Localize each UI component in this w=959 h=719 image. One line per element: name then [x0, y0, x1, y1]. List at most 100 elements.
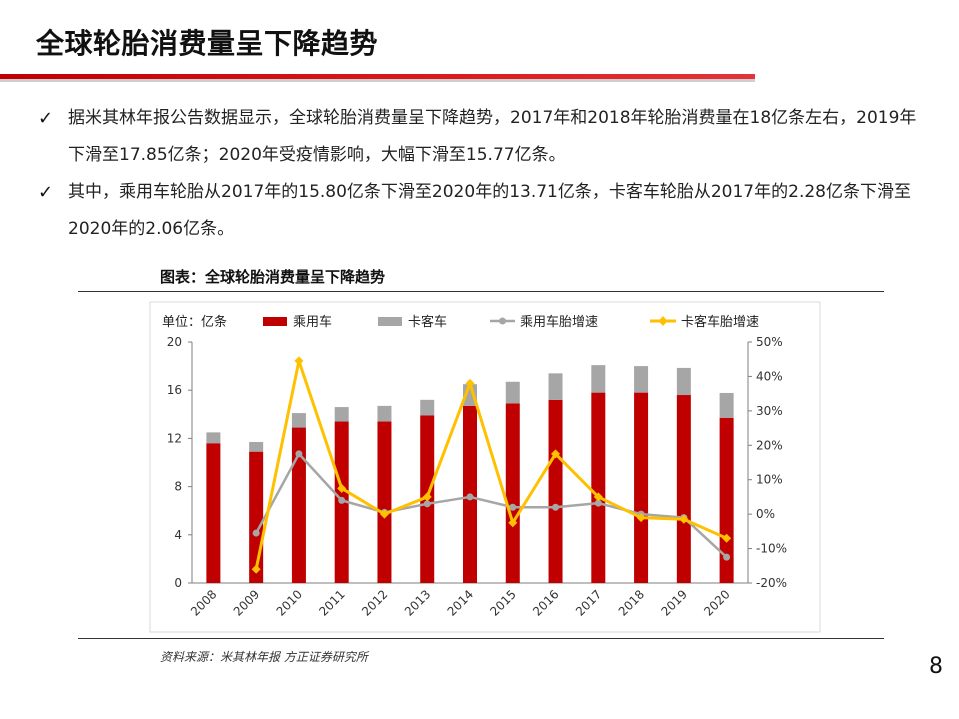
y-right-tick-label: 20% — [756, 438, 783, 452]
slide-title: 全球轮胎消费量呈下降趋势 — [36, 27, 379, 60]
y-left-tick-label: 4 — [174, 528, 182, 542]
point-truck-growth — [679, 514, 689, 524]
bar-passenger — [719, 417, 734, 583]
y-left-tick-label: 0 — [174, 576, 182, 590]
bar-truck — [591, 365, 606, 393]
bar-passenger — [548, 399, 563, 583]
point-truck-growth — [722, 533, 732, 543]
bar-passenger — [377, 421, 392, 583]
bar-passenger — [420, 415, 435, 583]
point-truck-growth — [337, 483, 347, 493]
bar-truck — [206, 432, 221, 444]
x-tick-label: 2017 — [573, 587, 604, 618]
point-passenger-growth — [509, 503, 517, 511]
y-left-tick-label: 20 — [167, 335, 182, 349]
bar-truck — [719, 392, 734, 418]
y-right-tick-label: -10% — [756, 542, 787, 556]
y-right-tick-label: 0% — [756, 507, 775, 521]
legend-swatch-passenger — [263, 317, 287, 326]
x-tick-label: 2019 — [658, 587, 689, 618]
bar-passenger — [291, 427, 306, 583]
legend-label-truck-growth: 卡客车胎增速 — [681, 314, 759, 330]
point-truck-growth — [422, 492, 432, 502]
bullet-item: ✓ 其中，乘用车轮胎从2017年的15.80亿条下滑至2020年的13.71亿条… — [38, 174, 918, 248]
x-tick-label: 2014 — [445, 587, 476, 618]
bar-truck — [377, 405, 392, 422]
bar-passenger — [591, 392, 606, 583]
legend-label-passenger-growth: 乘用车胎增速 — [520, 314, 598, 330]
figure-bottom-rule — [78, 638, 884, 639]
point-truck-growth — [465, 378, 475, 388]
point-passenger-growth — [295, 450, 303, 458]
x-tick-label: 2010 — [274, 587, 305, 618]
point-truck-growth — [508, 518, 518, 528]
title-rule — [0, 72, 755, 82]
y-right-tick-label: 30% — [756, 404, 783, 418]
point-passenger-growth — [380, 508, 388, 516]
x-tick-label: 2013 — [402, 587, 433, 618]
point-passenger-growth — [723, 553, 731, 561]
page-number: 8 — [929, 654, 943, 679]
point-truck-growth — [379, 509, 389, 519]
point-truck-growth — [636, 513, 646, 523]
bar-truck — [548, 373, 563, 400]
y-right-tick-label: 10% — [756, 473, 783, 487]
x-tick-label: 2015 — [487, 587, 518, 618]
bar-truck — [463, 384, 477, 406]
bullet-text: 其中，乘用车轮胎从2017年的15.80亿条下滑至2020年的13.71亿条，卡… — [68, 182, 911, 239]
x-tick-label: 2020 — [701, 587, 732, 618]
bar-truck — [505, 381, 520, 404]
legend-label-truck: 卡客车 — [408, 314, 447, 330]
bar-passenger — [463, 405, 477, 583]
line-truck-growth — [254, 359, 728, 570]
title-rule-grey — [0, 79, 755, 82]
bar-truck — [334, 407, 349, 422]
point-passenger-growth — [338, 496, 346, 504]
x-tick-label: 2011 — [316, 587, 347, 618]
point-truck-growth — [551, 449, 561, 459]
point-passenger-growth — [637, 510, 645, 518]
y-left-tick-label: 12 — [167, 431, 182, 445]
point-truck-growth — [251, 564, 261, 574]
bar-passenger — [249, 451, 264, 583]
point-passenger-growth — [552, 503, 560, 511]
x-tick-label: 2012 — [359, 587, 390, 618]
point-truck-growth — [294, 356, 304, 366]
source-note: 资料来源：米其林年报 方正证券研究所 — [160, 650, 368, 664]
bar-truck — [676, 367, 691, 396]
point-passenger-growth — [680, 514, 688, 522]
chart-plot-frame — [149, 301, 821, 633]
point-passenger-growth — [594, 499, 602, 507]
y-right-tick-label: 50% — [756, 335, 783, 349]
chart-unit-label: 单位：亿条 — [162, 314, 227, 330]
y-left-tick-label: 16 — [167, 383, 182, 397]
bar-truck — [634, 366, 649, 393]
check-icon: ✓ — [38, 182, 54, 203]
x-tick-label: 2008 — [188, 587, 219, 618]
bar-passenger — [676, 395, 691, 583]
bullet-list: ✓ 据米其林年报公告数据显示，全球轮胎消费量呈下降趋势，2017年和2018年轮… — [38, 100, 918, 248]
y-right-tick-label: -20% — [756, 576, 787, 590]
bar-truck — [420, 399, 435, 416]
y-left-tick-label: 8 — [174, 480, 182, 494]
check-icon: ✓ — [38, 108, 54, 129]
bar-passenger — [634, 392, 649, 583]
x-tick-label: 2009 — [231, 587, 262, 618]
title-rule-red — [0, 74, 755, 79]
bar-passenger — [505, 403, 520, 583]
figure-title: 图表：全球轮胎消费量呈下降趋势 — [160, 268, 386, 286]
x-tick-label: 2016 — [530, 587, 561, 618]
point-passenger-growth — [423, 500, 431, 508]
bullet-text: 据米其林年报公告数据显示，全球轮胎消费量呈下降趋势，2017年和2018年轮胎消… — [68, 108, 917, 165]
point-truck-growth — [593, 492, 603, 502]
y-right-tick-label: 40% — [756, 369, 783, 383]
legend-label-passenger: 乘用车 — [293, 314, 332, 330]
x-tick-label: 2018 — [616, 587, 647, 618]
legend-swatch-truck — [378, 317, 402, 326]
bar-passenger — [206, 443, 221, 583]
point-passenger-growth — [466, 493, 474, 501]
bar-truck — [291, 413, 306, 428]
figure-top-rule — [78, 291, 884, 292]
line-passenger-growth — [255, 452, 728, 559]
bullet-item: ✓ 据米其林年报公告数据显示，全球轮胎消费量呈下降趋势，2017年和2018年轮… — [38, 100, 918, 174]
